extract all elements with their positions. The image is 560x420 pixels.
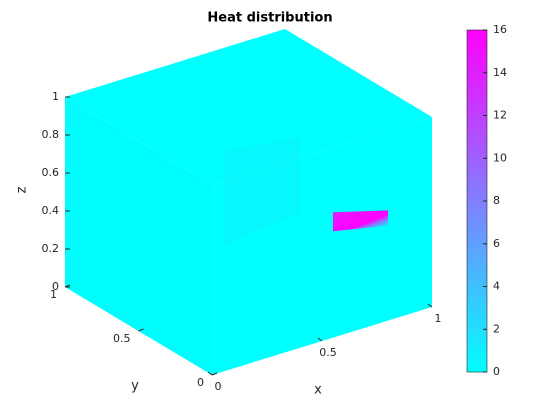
y-tick-label: 0 [197, 376, 204, 389]
colorbar-tick-label: 12 [493, 109, 507, 122]
x-tick [317, 337, 323, 342]
x-tick-label: 0 [215, 380, 222, 393]
z-tick-label: 0 [52, 280, 59, 293]
colorbar-tick-label: 10 [493, 151, 507, 164]
z-tick-label: 1 [52, 90, 59, 103]
cube-face-top [65, 29, 432, 185]
x-tick [427, 303, 433, 308]
x-tick [207, 371, 213, 376]
z-tick-label: 0.6 [42, 166, 60, 179]
colorbar-tick-label: 4 [493, 280, 500, 293]
z-tick-label: 0.2 [42, 242, 60, 255]
x-axis-label: x [314, 383, 322, 398]
z-tick-label: 0.4 [42, 204, 60, 217]
z-tick-label: 0.8 [42, 128, 60, 141]
colorbar-tick-label: 0 [493, 365, 500, 378]
colorbar-tick-label: 14 [493, 66, 507, 79]
cube-face-left [65, 97, 212, 375]
colorbar-tick-label: 8 [493, 194, 500, 207]
x-tick-label: 1 [435, 312, 442, 325]
y-tick [64, 284, 71, 288]
y-tick [211, 372, 218, 376]
y-tick-label: 1 [50, 288, 57, 301]
x-tick-label: 0.5 [319, 346, 337, 359]
colorbar-tick-label: 6 [493, 237, 500, 250]
z-axis-label: z [15, 186, 30, 193]
y-axis-label: y [131, 379, 139, 394]
colorbar-tick-label: 16 [493, 23, 507, 36]
y-tick [138, 328, 144, 332]
colorbar-tick-label: 2 [493, 322, 500, 335]
chart-title: Heat distribution [207, 11, 332, 26]
cube-face-right [212, 117, 432, 375]
hotspot [333, 210, 388, 232]
y-tick-label: 0.5 [113, 332, 131, 345]
inner-shade [222, 136, 300, 247]
